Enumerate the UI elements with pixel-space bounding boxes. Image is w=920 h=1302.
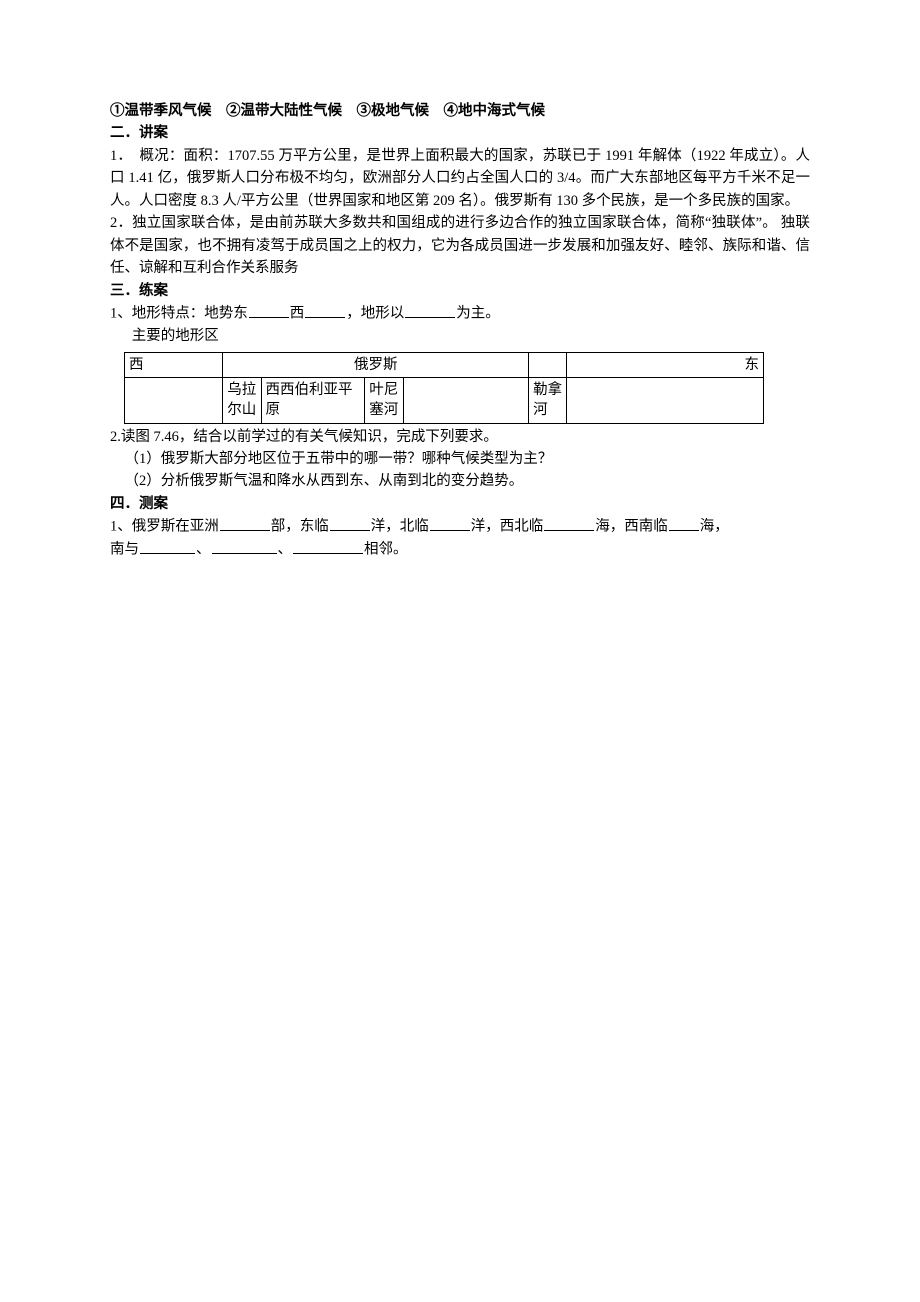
s3-subhead-text: 主要的地形区: [132, 328, 219, 344]
t: 部，东临: [271, 519, 329, 535]
t: 、: [196, 542, 211, 558]
cell-east: 东: [567, 352, 764, 377]
blank: [249, 302, 289, 318]
blank: [669, 515, 699, 531]
t: 、: [278, 542, 293, 558]
blank: [330, 515, 370, 531]
blank: [140, 538, 195, 554]
t: 洋，西北临: [471, 519, 544, 535]
cell-west: 西: [125, 352, 223, 377]
s3-q1-mid2: ，地形以: [346, 306, 404, 322]
cell-empty: [125, 377, 223, 423]
t: 1、俄罗斯在亚洲: [110, 519, 219, 535]
t: 洋，北临: [371, 519, 429, 535]
blank: [430, 515, 470, 531]
climate-options: ①温带季风气候 ②温带大陆性气候 ③极地气候 ④地中海式气候: [110, 100, 810, 122]
cell-empty: [403, 377, 529, 423]
cell-russia: 俄罗斯: [223, 352, 529, 377]
table-row: 乌拉尔山 西西伯利亚平原 叶尼塞河 勒拿河: [125, 377, 764, 423]
s3-subhead: 主要的地形区: [110, 325, 810, 347]
section-2-body: 1． 概况：面积：1707.55 万平方公里，是世界上面积最大的国家，苏联已于 …: [110, 145, 810, 280]
blank: [305, 302, 345, 318]
t: 海，西南临: [595, 519, 668, 535]
blank: [293, 538, 363, 554]
section-3-heading: 三．练案: [110, 280, 810, 302]
cell-ural: 乌拉尔山: [223, 377, 261, 423]
blank: [544, 515, 594, 531]
cell-yenisei: 叶尼塞河: [365, 377, 403, 423]
table-row: 西 俄罗斯 东: [125, 352, 764, 377]
s3-q1-pre: 1、地形特点：地势东: [110, 306, 248, 322]
s3-q2-intro: 2.读图 7.46，结合以前学过的有关气候知识，完成下列要求。: [110, 426, 810, 448]
s3-q2-1: （1）俄罗斯大部分地区位于五带中的哪一带？哪种气候类型为主？: [110, 448, 810, 470]
s3-q1: 1、地形特点：地势东 西 ，地形以 为主。: [110, 302, 810, 325]
t: 南与: [110, 542, 139, 558]
document-page: ①温带季风气候 ②温带大陆性气候 ③极地气候 ④地中海式气候 二．讲案 1． 概…: [0, 0, 920, 621]
s3-q1-mid: 西: [290, 306, 305, 322]
cell-east-text: 东: [745, 357, 760, 373]
blank: [220, 515, 270, 531]
cell-empty: [567, 377, 764, 423]
blank: [405, 302, 455, 318]
t: 相邻。: [364, 542, 408, 558]
section-2-heading: 二．讲案: [110, 122, 810, 144]
s3-q1-end: 为主。: [456, 306, 500, 322]
cell-lena: 勒拿河: [529, 377, 567, 423]
t: 海，: [700, 519, 729, 535]
cell-russia-text: 俄罗斯: [354, 357, 398, 373]
s4-q1-line2: 南与 、 、 相邻。: [110, 538, 810, 561]
cell-empty: [529, 352, 567, 377]
s4-q1-line1: 1、俄罗斯在亚洲 部，东临 洋，北临 洋，西北临 海，西南临 海，: [110, 515, 810, 538]
cell-wsiberia: 西西伯利亚平原: [261, 377, 365, 423]
section-4-heading: 四．测案: [110, 493, 810, 515]
s3-q2-2: （2）分析俄罗斯气温和降水从西到东、从南到北的变分趋势。: [110, 470, 810, 492]
blank: [212, 538, 277, 554]
landform-table: 西 俄罗斯 东 乌拉尔山 西西伯利亚平原 叶尼塞河 勒拿河: [124, 352, 764, 424]
